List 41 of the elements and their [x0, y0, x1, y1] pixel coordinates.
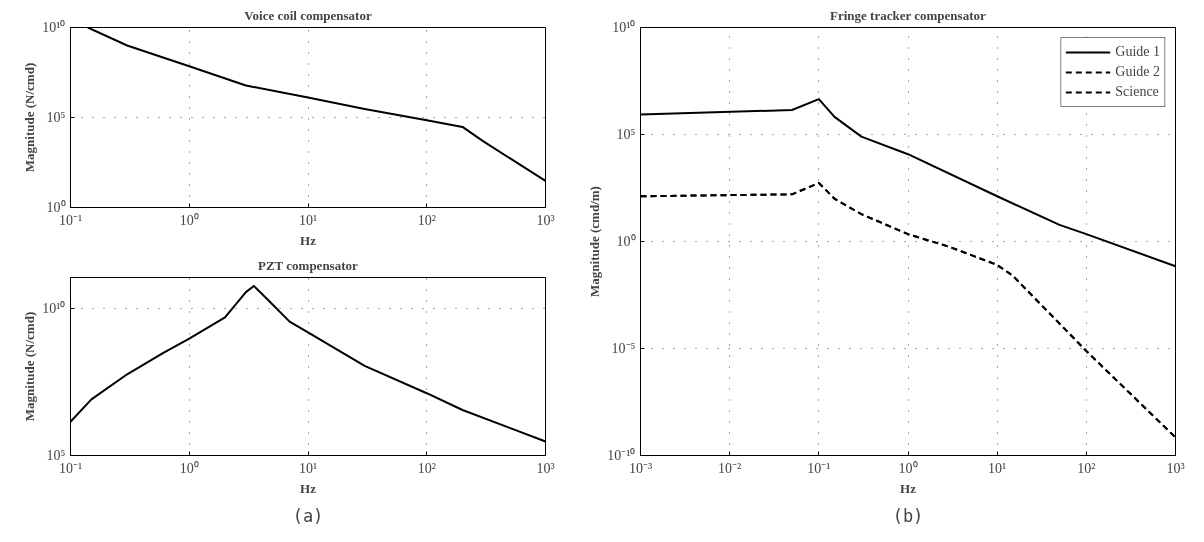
x-tick-label: 10² [417, 460, 436, 476]
x-tick-label: 10⁰ [179, 212, 199, 228]
y-axis-title: Magnitude (N/cmd) [22, 311, 38, 422]
y-axis-title: Magnitude (cmd/m) [587, 186, 603, 297]
chart-title: Voice coil compensator [244, 7, 372, 23]
y-tick-label: 10⁵ [46, 448, 66, 463]
y-tick-label: 10⁻⁵ [611, 341, 636, 356]
x-tick-label: 10⁻¹ [58, 460, 83, 476]
x-tick-label: 10⁰ [179, 460, 199, 476]
x-tick-label: 10⁻³ [628, 460, 653, 476]
text: (a) [292, 505, 324, 526]
x-tick-label: 10¹ [988, 460, 1007, 476]
legend-label: Science [1115, 84, 1159, 100]
chart-title: Fringe tracker compensator [830, 7, 986, 23]
y-tick-label: 10⁰ [616, 234, 636, 249]
x-tick-label: 10² [1077, 460, 1096, 476]
y-tick-label: 10⁵ [616, 127, 636, 142]
legend-label: Guide 2 [1115, 64, 1160, 80]
text: (b) [892, 505, 924, 526]
y-axis-title: Magnitude (N/cmd) [22, 62, 38, 173]
x-tick-label: 10⁻¹ [58, 212, 83, 228]
chart-title: PZT compensator [257, 257, 359, 273]
x-tick-label: 10⁻² [718, 460, 742, 476]
x-axis-title: Hz [300, 232, 317, 248]
x-tick-label: 10³ [1166, 460, 1185, 476]
y-tick-label: 10¹⁰ [42, 20, 66, 35]
x-tick-label: 10³ [536, 212, 555, 228]
x-axis-title: Hz [900, 480, 917, 496]
x-tick-label: 10⁻¹ [807, 460, 831, 476]
x-tick-label: 10¹ [298, 460, 318, 476]
x-tick-label: 10⁰ [898, 460, 918, 476]
legend-label: Guide 1 [1115, 44, 1160, 60]
y-tick-label: 10¹⁰ [42, 300, 66, 316]
y-tick-label: 10¹⁰ [612, 20, 636, 35]
x-tick-label: 10² [417, 212, 436, 228]
x-tick-label: 10³ [536, 460, 555, 476]
y-tick-label: 10⁵ [46, 110, 66, 125]
x-axis-title: Hz [300, 480, 317, 496]
x-tick-label: 10¹ [298, 212, 318, 228]
y-tick-label: 10⁰ [46, 200, 66, 215]
y-tick-label: 10⁻¹⁰ [607, 448, 636, 463]
